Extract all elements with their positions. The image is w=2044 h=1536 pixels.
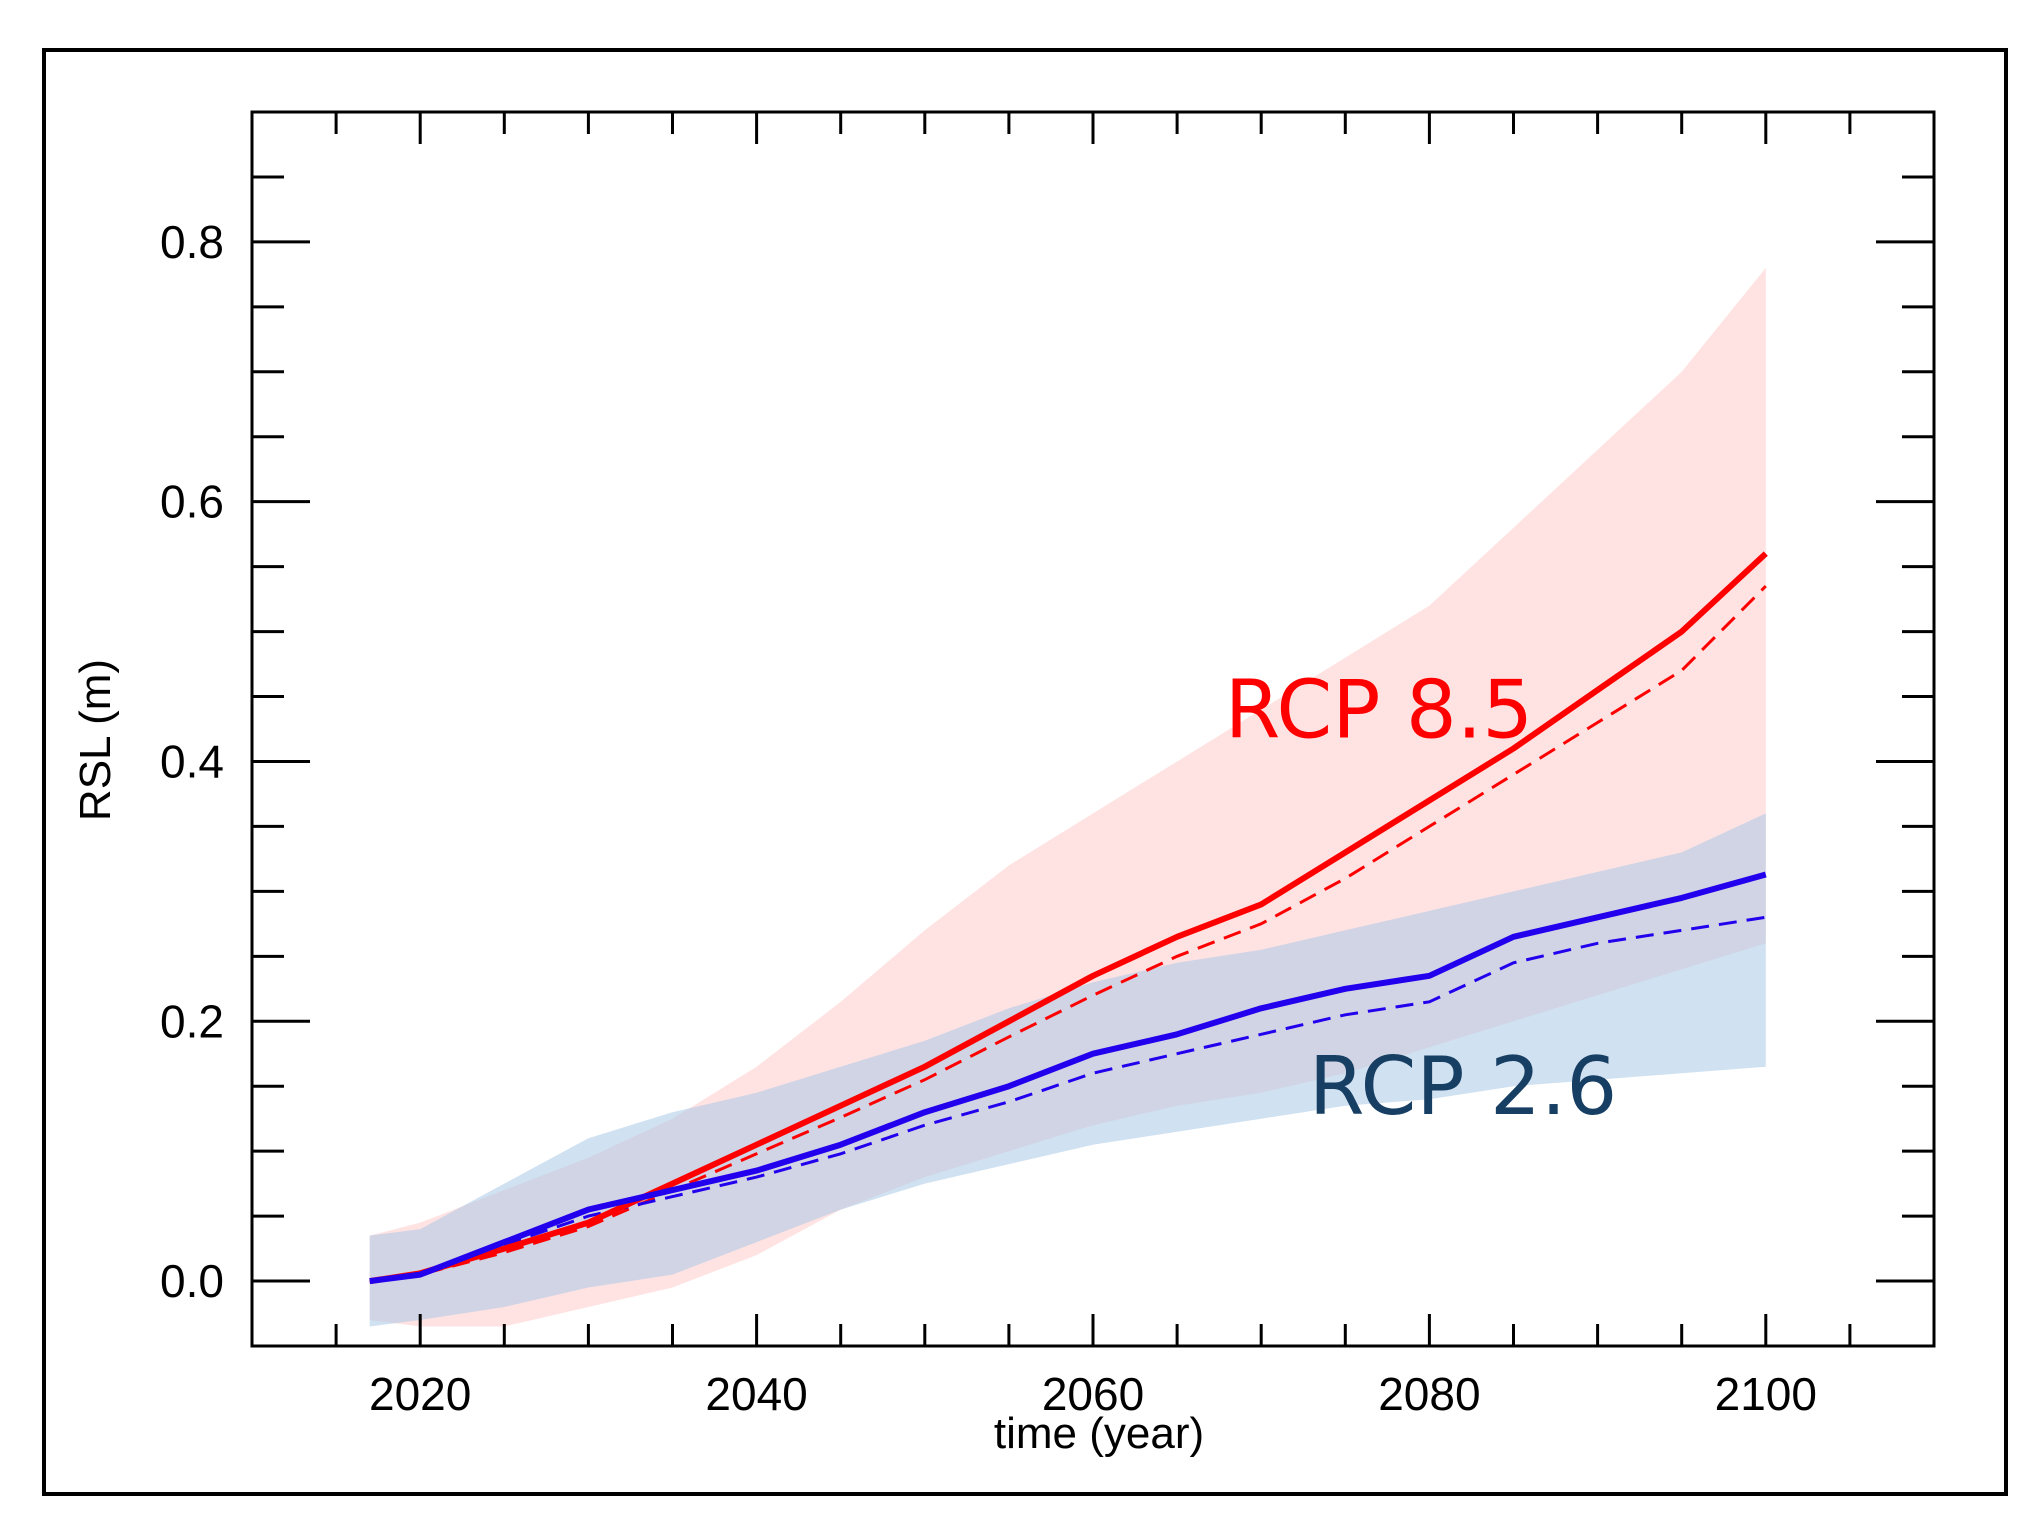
y-tick-label: 0.0 bbox=[160, 1255, 224, 1307]
dashed-line-rcp-8-5 bbox=[369, 585, 1767, 1283]
band-rcp-2-6 bbox=[369, 813, 1766, 1327]
y-tick-label: 0.2 bbox=[160, 995, 224, 1047]
median-line-rcp-2-6 bbox=[369, 871, 1767, 1285]
annotation-rcp-2-6: RCP 2.6 bbox=[1309, 1040, 1617, 1133]
x-tick-label: 2020 bbox=[369, 1368, 471, 1420]
annotation-rcp-8-5: RCP 8.5 bbox=[1225, 664, 1533, 757]
y-tick-label: 0.8 bbox=[160, 216, 224, 268]
median-line-rcp-8-5 bbox=[369, 551, 1768, 1285]
x-tick-label: 2060 bbox=[1042, 1368, 1144, 1420]
plot-area: 2020 2040 2060 2080 2100 0.0 0.2 0.4 0.6 0.8 RCP 8… bbox=[160, 110, 1936, 1420]
y-tick-label: 0.4 bbox=[160, 735, 224, 787]
dashed-line-rcp-2-6 bbox=[369, 915, 1767, 1283]
y-tick-label: 0.6 bbox=[160, 476, 224, 528]
x-axis-title: time (year) bbox=[994, 1409, 1204, 1458]
x-tick-label: 2080 bbox=[1378, 1368, 1480, 1420]
x-tick-label: 2040 bbox=[705, 1368, 807, 1420]
x-tick-label: 2100 bbox=[1715, 1368, 1817, 1420]
y-axis-title: RSL (m) bbox=[71, 659, 120, 821]
